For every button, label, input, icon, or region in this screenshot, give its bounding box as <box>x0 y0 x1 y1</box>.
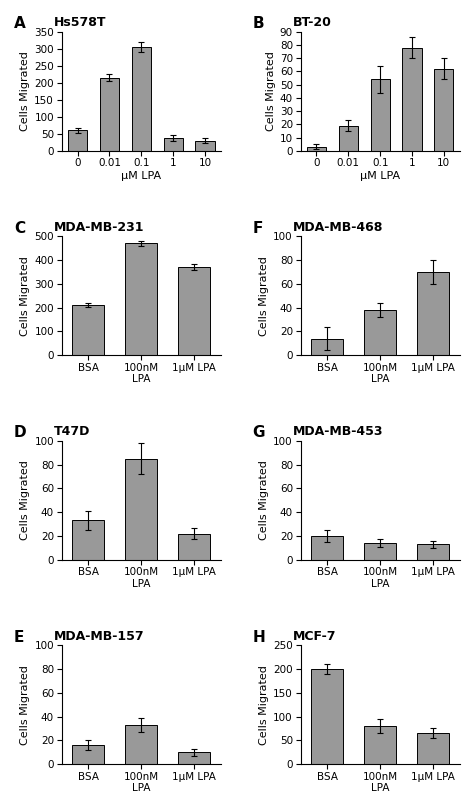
Text: MDA-MB-231: MDA-MB-231 <box>54 220 144 234</box>
Text: T47D: T47D <box>54 425 90 439</box>
Text: C: C <box>14 220 25 236</box>
Y-axis label: Cells Migrated: Cells Migrated <box>20 52 30 131</box>
Bar <box>125 458 157 560</box>
Y-axis label: Cells Migrated: Cells Migrated <box>20 460 30 540</box>
Bar <box>417 733 449 764</box>
Bar <box>339 126 358 150</box>
Text: F: F <box>253 220 263 236</box>
X-axis label: μM LPA: μM LPA <box>360 171 400 181</box>
Bar <box>307 146 326 150</box>
Bar <box>178 267 210 355</box>
Bar <box>417 272 449 355</box>
Text: D: D <box>14 425 27 440</box>
Text: B: B <box>253 17 264 31</box>
Bar <box>178 752 210 764</box>
Y-axis label: Cells Migrated: Cells Migrated <box>259 665 269 744</box>
Bar <box>195 141 215 150</box>
Bar <box>72 745 104 764</box>
Bar <box>434 68 454 150</box>
Bar <box>364 310 396 355</box>
Bar <box>68 131 87 150</box>
Bar <box>371 80 390 150</box>
Bar <box>311 669 343 764</box>
Bar <box>132 47 151 150</box>
Text: G: G <box>253 425 265 440</box>
Y-axis label: Cells Migrated: Cells Migrated <box>259 460 269 540</box>
Text: E: E <box>14 630 24 645</box>
Text: A: A <box>14 17 26 31</box>
Y-axis label: Cells Migrated: Cells Migrated <box>20 665 30 744</box>
Y-axis label: Cells Migrated: Cells Migrated <box>265 52 275 131</box>
Text: Hs578T: Hs578T <box>54 17 106 29</box>
Bar <box>72 521 104 560</box>
Bar <box>100 78 119 150</box>
Text: MCF-7: MCF-7 <box>292 630 336 643</box>
Text: BT-20: BT-20 <box>292 17 331 29</box>
Bar <box>311 536 343 560</box>
Bar <box>364 726 396 764</box>
Bar <box>417 544 449 560</box>
Bar <box>402 48 421 150</box>
Bar <box>72 306 104 355</box>
Text: MDA-MB-157: MDA-MB-157 <box>54 630 144 643</box>
Bar <box>311 338 343 355</box>
Bar <box>125 725 157 764</box>
Text: MDA-MB-453: MDA-MB-453 <box>292 425 383 439</box>
Bar <box>164 138 182 150</box>
Bar <box>178 533 210 560</box>
Bar <box>125 244 157 355</box>
Y-axis label: Cells Migrated: Cells Migrated <box>259 256 269 336</box>
Bar <box>364 543 396 560</box>
X-axis label: μM LPA: μM LPA <box>121 171 161 181</box>
Y-axis label: Cells Migrated: Cells Migrated <box>20 256 30 336</box>
Text: MDA-MB-468: MDA-MB-468 <box>292 220 383 234</box>
Text: H: H <box>253 630 265 645</box>
